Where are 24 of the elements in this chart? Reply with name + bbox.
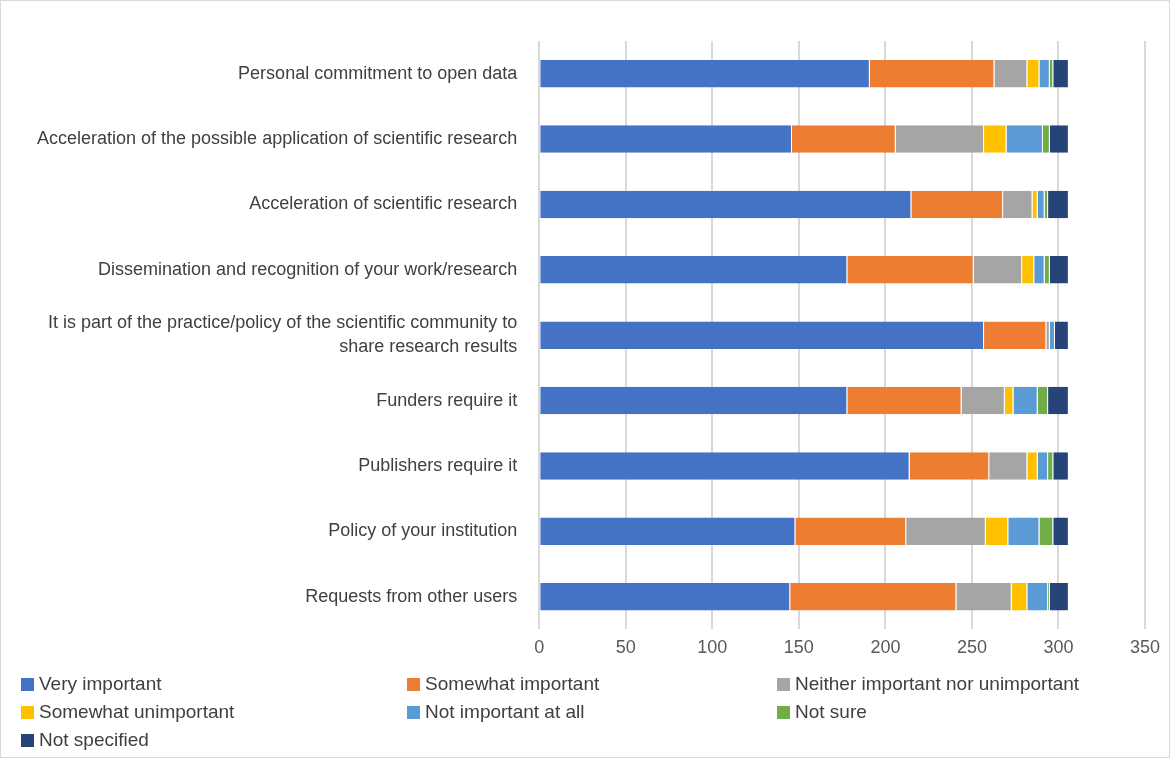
x-tick-label: 50 (615, 637, 636, 658)
y-tick-label: Publishers require it (358, 454, 518, 475)
x-tick-label: 200 (870, 637, 901, 658)
x-tick-label: 150 (783, 637, 814, 658)
x-tick-label: 300 (1043, 637, 1074, 658)
x-tick-label: 0 (534, 637, 545, 658)
x-tick-label: 250 (956, 637, 987, 658)
legend-label: Not important at all (425, 701, 585, 723)
legend-label: Very important (39, 673, 162, 695)
legend-label: Somewhat unimportant (39, 701, 235, 723)
legend-label: Not sure (795, 701, 867, 723)
y-tick-label: Policy of your institution (328, 520, 518, 541)
legend-label: Not specified (39, 729, 149, 751)
x-tick-label: 100 (697, 637, 728, 658)
y-tick-label: Funders require it (376, 389, 518, 410)
y-tick-label: Personal commitment to open data (238, 62, 519, 83)
legend-label: Neither important nor unimportant (795, 673, 1080, 695)
x-tick-label: 350 (1129, 637, 1161, 658)
y-tick-label: Acceleration of the possible application of scientific research (37, 128, 518, 149)
y-tick-label: Requests from other users (305, 585, 518, 606)
y-tick-label: Dissemination and recognition of your work/research (98, 258, 518, 279)
y-tick-label: It is part of the practice/policy of the scientific community to share research results (48, 312, 518, 356)
legend-label: Somewhat important (425, 673, 600, 695)
y-tick-label: Acceleration of scientific research (249, 193, 518, 214)
